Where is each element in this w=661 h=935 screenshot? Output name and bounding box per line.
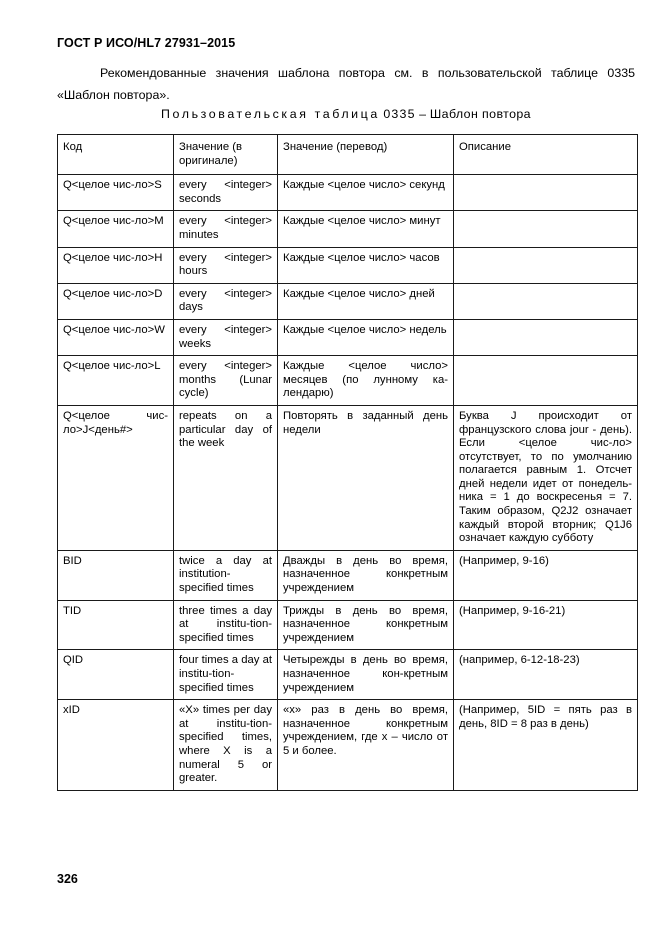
- table-row: Q<целое чис-ло>M every <integer> minutes…: [57, 210, 638, 248]
- standard-header: ГОСТ Р ИСО/HL7 27931–2015: [57, 36, 236, 50]
- cell-translation: Трижды в день во время, назначенное конк…: [277, 599, 454, 651]
- cell-code: QID: [57, 649, 174, 701]
- table-row: xID «X» times per day at institu-tion-sp…: [57, 699, 638, 791]
- cell-code: Q<целое чис-ло>J<день#>: [57, 404, 174, 551]
- cell-translation: Четырежды в день во время, назначенное к…: [277, 649, 454, 701]
- cell-original: repeats on a particular day of the week: [173, 404, 278, 551]
- cell-code: BID: [57, 549, 174, 601]
- cell-description: (Например, 5ID = пять раз в день, 8ID = …: [453, 699, 638, 791]
- cell-translation: Дважды в день во время, назначенное конк…: [277, 549, 454, 601]
- cell-description: [453, 355, 638, 406]
- cell-original: twice a day at institution-specified tim…: [173, 549, 278, 601]
- cell-translation: Каждые <целое число> месяцев (по лунному…: [277, 355, 454, 406]
- cell-original: every <integer> minutes: [173, 210, 278, 248]
- cell-code: Q<целое чис-ло>W: [57, 318, 174, 357]
- cell-translation: Повторять в заданный день недели: [277, 404, 454, 551]
- cell-code: TID: [57, 599, 174, 651]
- cell-translation: «x» раз в день во время, назначенное кон…: [277, 699, 454, 791]
- column-header-translation: Значение (перевод): [277, 133, 454, 176]
- cell-original: three times a day at institu-tion-specif…: [173, 599, 278, 651]
- cell-original: every <integer> months (Lunar cycle): [173, 355, 278, 406]
- cell-description: (Например, 9-16-21): [453, 599, 638, 651]
- table-header-row: Код Значение (в оригинале) Значение (пер…: [57, 133, 638, 176]
- table-row: TID three times a day at institu-tion-sp…: [57, 599, 638, 651]
- cell-description: (например, 6-12-18-23): [453, 649, 638, 701]
- cell-code: Q<целое чис-ло>L: [57, 355, 174, 406]
- table-row: Q<целое чис-ло>J<день#> repeats on a par…: [57, 404, 638, 551]
- caption-prefix: Пользовательская таблица: [161, 107, 380, 121]
- cell-code: Q<целое чис-ло>S: [57, 174, 174, 212]
- cell-translation: Каждые <целое число> часов: [277, 246, 454, 284]
- cell-code: Q<целое чис-ло>M: [57, 210, 174, 248]
- caption-number: 0335: [383, 107, 416, 121]
- column-header-original: Значение (в оригинале): [173, 133, 278, 176]
- table-caption: Пользовательская таблица 0335 – Шаблон п…: [57, 107, 635, 121]
- cell-description: [453, 174, 638, 212]
- cell-original: every <integer> seconds: [173, 174, 278, 212]
- cell-code: xID: [57, 699, 174, 791]
- cell-original: every <integer> hours: [173, 246, 278, 284]
- page-number: 326: [57, 872, 78, 886]
- caption-suffix: Шаблон повтора: [429, 107, 531, 121]
- cell-description: [453, 210, 638, 248]
- user-table-0335: Код Значение (в оригинале) Значение (пер…: [57, 133, 638, 791]
- cell-translation: Каждые <целое число> недель: [277, 318, 454, 357]
- cell-description: Буква J происходит от французского слова…: [453, 404, 638, 551]
- caption-dash: –: [419, 107, 427, 121]
- cell-original: every <integer> weeks: [173, 318, 278, 357]
- column-header-code: Код: [57, 133, 174, 176]
- cell-translation: Каждые <целое число> минут: [277, 210, 454, 248]
- cell-code: Q<целое чис-ло>D: [57, 282, 174, 320]
- table-row: Q<целое чис-ло>L every <integer> months …: [57, 355, 638, 406]
- table-row: Q<целое чис-ло>D every <integer> days Ка…: [57, 282, 638, 320]
- table-row: Q<целое чис-ло>S every <integer> seconds…: [57, 174, 638, 212]
- table-row: Q<целое чис-ло>W every <integer> weeks К…: [57, 318, 638, 357]
- column-header-description: Описание: [453, 133, 638, 176]
- intro-paragraph: Рекомендованные значения шаблона повтора…: [57, 66, 635, 102]
- table-row: Q<целое чис-ло>H every <integer> hours К…: [57, 246, 638, 284]
- cell-original: four times a day at institu-tion-specifi…: [173, 649, 278, 701]
- cell-description: (Например, 9-16): [453, 549, 638, 601]
- cell-code: Q<целое чис-ло>H: [57, 246, 174, 284]
- cell-description: [453, 246, 638, 284]
- cell-description: [453, 282, 638, 320]
- table-row: QID four times a day at institu-tion-spe…: [57, 649, 638, 701]
- cell-original: «X» times per day at institu-tion-specif…: [173, 699, 278, 791]
- cell-translation: Каждые <целое число> секунд: [277, 174, 454, 212]
- table-row: BID twice a day at institution-specified…: [57, 549, 638, 601]
- cell-original: every <integer> days: [173, 282, 278, 320]
- cell-translation: Каждые <целое число> дней: [277, 282, 454, 320]
- cell-description: [453, 318, 638, 357]
